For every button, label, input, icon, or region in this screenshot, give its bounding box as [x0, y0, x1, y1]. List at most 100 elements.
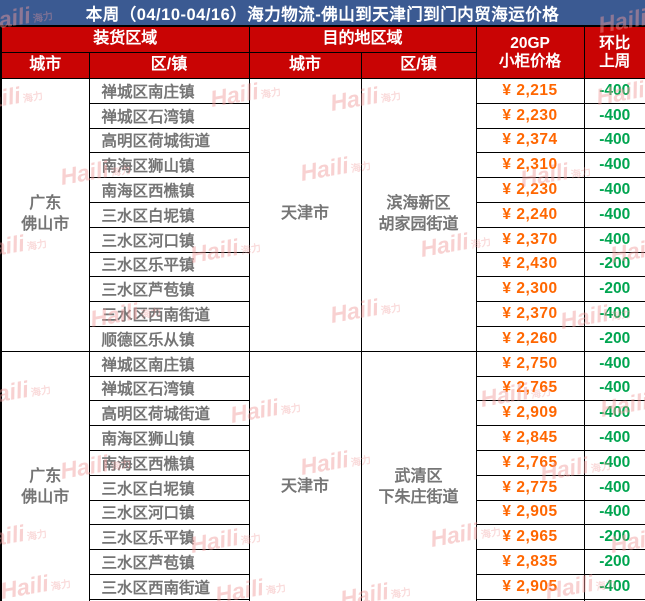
change-cell: -400: [583, 226, 645, 253]
price-table: 装货区域 目的地区域 20GP 小柜价格 环比 上周 城市 区/镇 城市 区/镇…: [0, 25, 645, 601]
table-row: 三水区河口镇 ¥ 2,905 -400: [1, 499, 645, 526]
loading-district-cell: 三水区白坭镇: [88, 201, 250, 228]
change-cell: -200: [583, 276, 645, 303]
page-title: 本周（04/10-04/16）海力物流-佛山到天津门到门内贸海运价格: [85, 5, 560, 24]
price-cell: ¥ 2,965: [475, 524, 585, 551]
change-cell: -400: [583, 499, 645, 526]
table-row: 广东 佛山市 禅城区南庄镇 天津市 滨海新区 胡家园街道 ¥ 2,215 -400: [0, 78, 645, 352]
loading-district-cell: 南海区狮山镇: [88, 425, 250, 451]
change-cell: -200: [583, 251, 645, 278]
price-cell: ¥ 2,765: [475, 375, 585, 402]
table-row: 高明区荷城街道 ¥ 2,909 -400: [1, 400, 645, 427]
change-cell: -200: [583, 524, 645, 551]
title-bar: 本周（04/10-04/16）海力物流-佛山到天津门到门内贸海运价格: [0, 0, 645, 25]
table-row: 广东 佛山市 禅城区南庄镇 天津市 武清区 下朱庄街道 ¥ 2,750 -400: [0, 350, 645, 601]
table-header: 装货区域 目的地区域 20GP 小柜价格 环比 上周 城市 区/镇 城市 区/镇: [0, 25, 645, 79]
change-cell: -400: [583, 127, 645, 154]
change-cell: -400: [583, 350, 645, 377]
price-cell: ¥ 2,430: [475, 251, 585, 278]
loading-district-cell: 三水区河口镇: [88, 499, 250, 526]
loading-district-cell: 顺德区乐从镇: [88, 325, 250, 352]
table-row: 三水区乐平镇 ¥ 2,430 -200: [1, 251, 645, 278]
change-cell: -400: [583, 102, 645, 129]
destination-district-cell: 滨海新区 胡家园街道: [360, 78, 477, 352]
table-row: 禅城区石湾镇 ¥ 2,765 -400: [1, 375, 645, 402]
loading-district-cell: 南海区西樵镇: [88, 177, 250, 203]
header-loading-city: 城市: [0, 52, 90, 79]
price-cell: ¥ 2,374: [475, 127, 585, 154]
loading-district-cell: 南海区西樵镇: [88, 449, 250, 476]
header-destination-district: 区/镇: [360, 52, 477, 79]
table-row: 顺德区乐从镇¥ 2,795-200: [1, 598, 645, 601]
loading-district-cell: 禅城区南庄镇: [88, 350, 250, 377]
change-cell: -400: [583, 449, 645, 476]
change-cell: -400: [583, 201, 645, 228]
price-cell: ¥ 2,765: [475, 449, 585, 476]
price-cell: ¥ 2,300: [475, 276, 585, 303]
price-cell: ¥ 2,845: [475, 425, 585, 451]
loading-district-cell: 顺德区乐从镇: [88, 598, 250, 601]
loading-district-cell: 高明区荷城街道: [88, 127, 250, 154]
price-cell: ¥ 2,905: [475, 573, 585, 600]
table-row: 南海区狮山镇 ¥ 2,310 -400: [1, 152, 645, 179]
price-cell: ¥ 2,240: [475, 201, 585, 228]
loading-district-cell: 三水区西南街道: [88, 301, 250, 327]
table-row: 南海区西樵镇 ¥ 2,230 -400: [1, 177, 645, 203]
change-cell: -200: [583, 325, 645, 352]
table-body: 广东 佛山市 禅城区南庄镇 天津市 滨海新区 胡家园街道 ¥ 2,215 -400 禅城区石…: [0, 78, 645, 601]
loading-district-cell: 禅城区南庄镇: [88, 78, 250, 104]
table-row: 高明区荷城街道 ¥ 2,374 -400: [1, 127, 645, 154]
change-cell: -200: [583, 549, 645, 575]
loading-district-cell: 三水区河口镇: [88, 226, 250, 253]
header-row-columns: 城市 区/镇 城市 区/镇: [0, 52, 645, 79]
change-cell: -200: [583, 598, 645, 601]
loading-district-cell: 三水区芦苞镇: [88, 276, 250, 303]
price-cell: ¥ 2,230: [475, 102, 585, 129]
price-cell: ¥ 2,370: [475, 301, 585, 327]
change-cell: -400: [583, 573, 645, 600]
destination-city-cell: 天津市: [248, 350, 362, 601]
table-row: 南海区狮山镇 ¥ 2,845 -400: [1, 425, 645, 451]
destination-district-cell: 武清区 下朱庄街道: [360, 350, 477, 601]
change-cell: -400: [583, 425, 645, 451]
loading-city-cell: 广东 佛山市: [0, 350, 90, 601]
loading-city-cell: 广东 佛山市: [0, 78, 90, 352]
table-row: 南海区西樵镇 ¥ 2,765 -400: [1, 449, 645, 476]
table-row: 三水区乐平镇 ¥ 2,965 -200: [1, 524, 645, 551]
loading-district-cell: 禅城区石湾镇: [88, 102, 250, 129]
loading-district-cell: 三水区乐平镇: [88, 524, 250, 551]
loading-district-cell: 三水区乐平镇: [88, 251, 250, 278]
header-loading-district: 区/镇: [88, 52, 250, 79]
change-cell: -400: [583, 177, 645, 203]
loading-district-cell: 三水区芦苞镇: [88, 549, 250, 575]
loading-district-cell: 三水区白坭镇: [88, 474, 250, 501]
table-row: 三水区芦苞镇 ¥ 2,835 -200: [1, 549, 645, 575]
price-cell: ¥ 2,905: [475, 499, 585, 526]
change-cell: -400: [583, 400, 645, 427]
table-row: 三水区西南街道 ¥ 2,905 -400: [1, 573, 645, 600]
change-cell: -400: [583, 375, 645, 402]
price-cell: ¥ 2,215: [475, 78, 585, 104]
price-cell: ¥ 2,750: [475, 350, 585, 377]
header-destination-city: 城市: [248, 52, 362, 79]
table-row: 三水区芦苞镇 ¥ 2,300 -200: [1, 276, 645, 303]
table-row: 三水区白坭镇 ¥ 2,240 -400: [1, 201, 645, 228]
price-cell: ¥ 2,260: [475, 325, 585, 352]
price-cell: ¥ 2,230: [475, 177, 585, 203]
change-cell: -400: [583, 301, 645, 327]
header-destination-area: 目的地区域: [248, 25, 477, 53]
table-row: 禅城区石湾镇 ¥ 2,230 -400: [1, 102, 645, 129]
header-loading-area: 装货区域: [0, 25, 250, 53]
destination-city-cell: 天津市: [248, 78, 362, 352]
loading-district-cell: 禅城区石湾镇: [88, 375, 250, 402]
price-cell: ¥ 2,775: [475, 474, 585, 501]
loading-district-cell: 三水区西南街道: [88, 573, 250, 600]
price-cell: ¥ 2,835: [475, 549, 585, 575]
price-cell: ¥ 2,370: [475, 226, 585, 253]
change-cell: -400: [583, 474, 645, 501]
price-cell: ¥ 2,310: [475, 152, 585, 179]
loading-district-cell: 南海区狮山镇: [88, 152, 250, 179]
header-change: 环比 上周: [583, 25, 645, 79]
loading-district-cell: 高明区荷城街道: [88, 400, 250, 427]
header-price: 20GP 小柜价格: [475, 25, 585, 79]
